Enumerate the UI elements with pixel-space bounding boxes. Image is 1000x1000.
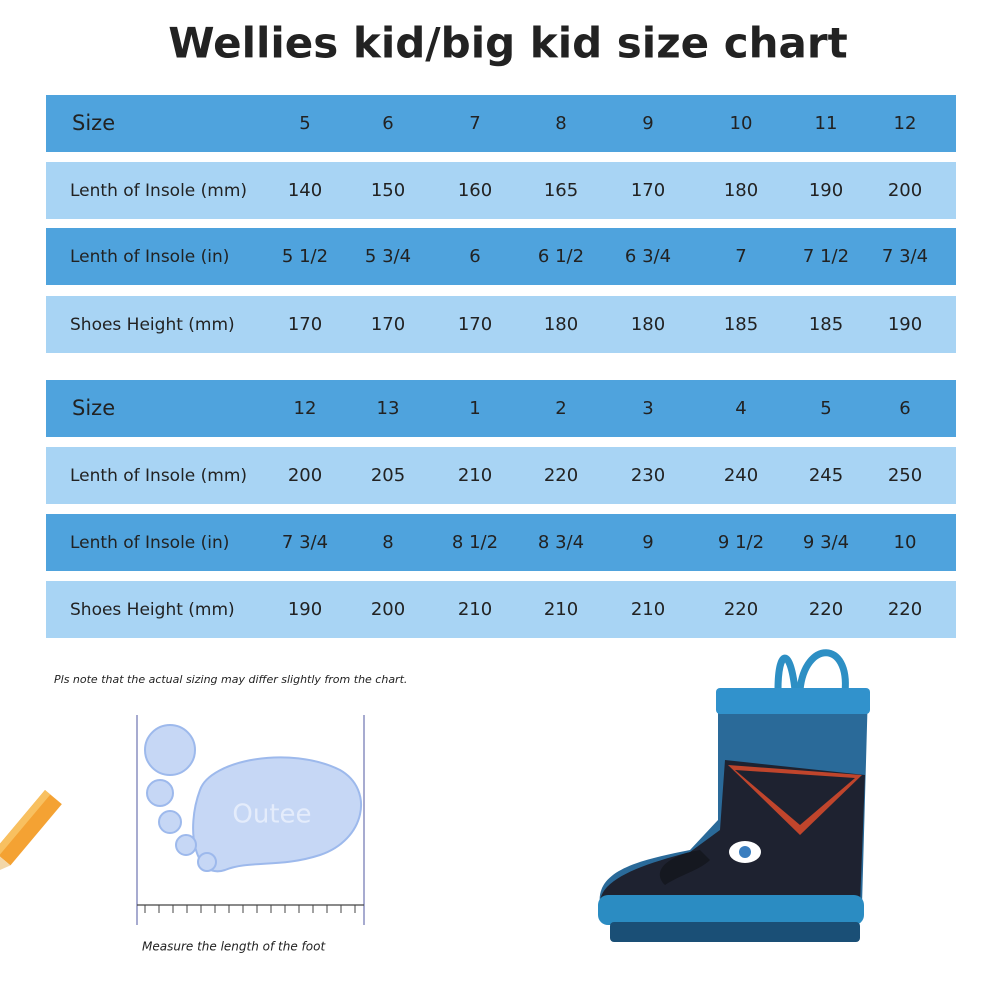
table-row xyxy=(46,162,956,219)
cell: 7 xyxy=(735,246,746,267)
row-label: Size xyxy=(72,396,115,420)
cell: 220 xyxy=(544,465,578,486)
table-row xyxy=(46,296,956,353)
title: Wellies kid/big kid size chart xyxy=(168,19,847,68)
cell: 4 xyxy=(735,398,746,419)
table-row xyxy=(46,447,956,504)
row-label: Size xyxy=(72,111,115,135)
row-label: Lenth of Insole (in) xyxy=(70,247,229,267)
cell: 205 xyxy=(371,465,405,486)
row-label: Shoes Height (mm) xyxy=(70,600,235,620)
cell: 245 xyxy=(809,465,843,486)
cell: 7 3/4 xyxy=(882,246,928,267)
cell: 185 xyxy=(809,314,843,335)
table-row xyxy=(46,228,956,285)
cell: 9 1/2 xyxy=(718,532,764,553)
cell: 160 xyxy=(458,180,492,201)
cell: 220 xyxy=(888,599,922,620)
table-row xyxy=(46,581,956,638)
cell: 180 xyxy=(544,314,578,335)
cell: 210 xyxy=(544,599,578,620)
cell: 9 xyxy=(642,113,653,134)
cell: 8 3/4 xyxy=(538,532,584,553)
table-row xyxy=(46,514,956,571)
cell: 12 xyxy=(894,113,917,134)
cell: 180 xyxy=(724,180,758,201)
cell: 2 xyxy=(555,398,566,419)
cell: 6 xyxy=(899,398,910,419)
cell: 200 xyxy=(288,465,322,486)
cell: 5 xyxy=(299,113,310,134)
cell: 250 xyxy=(888,465,922,486)
cell: 220 xyxy=(724,599,758,620)
row-label: Lenth of Insole (mm) xyxy=(70,466,247,486)
cell: 7 3/4 xyxy=(282,532,328,553)
cell: 5 xyxy=(820,398,831,419)
cell: 210 xyxy=(458,599,492,620)
cell: 210 xyxy=(631,599,665,620)
cell: 230 xyxy=(631,465,665,486)
cell: 6 1/2 xyxy=(538,246,584,267)
cell: 165 xyxy=(544,180,578,201)
cell: 7 1/2 xyxy=(803,246,849,267)
watermark: Outee xyxy=(232,800,311,830)
cell: 6 xyxy=(469,246,480,267)
cell: 170 xyxy=(371,314,405,335)
cell: 10 xyxy=(894,532,917,553)
row-label: Lenth of Insole (mm) xyxy=(70,181,247,201)
cell: 170 xyxy=(288,314,322,335)
cell: 9 xyxy=(642,532,653,553)
cell: 220 xyxy=(809,599,843,620)
cell: 9 3/4 xyxy=(803,532,849,553)
cell: 8 xyxy=(555,113,566,134)
cell: 7 xyxy=(469,113,480,134)
cell: 190 xyxy=(888,314,922,335)
cell: 185 xyxy=(724,314,758,335)
row-label: Lenth of Insole (in) xyxy=(70,533,229,553)
cell: 180 xyxy=(631,314,665,335)
foot-illustration: Outee xyxy=(0,715,365,925)
cell: 170 xyxy=(631,180,665,201)
boot-illustration xyxy=(598,649,870,942)
row-label: Shoes Height (mm) xyxy=(70,315,235,335)
cell: 5 3/4 xyxy=(365,246,411,267)
cell: 200 xyxy=(371,599,405,620)
cell: 210 xyxy=(458,465,492,486)
cell: 6 xyxy=(382,113,393,134)
cell: 10 xyxy=(730,113,753,134)
cell: 1 xyxy=(469,398,480,419)
cell: 6 3/4 xyxy=(625,246,671,267)
cell: 5 1/2 xyxy=(282,246,328,267)
cell: 170 xyxy=(458,314,492,335)
cell: 140 xyxy=(288,180,322,201)
cell: 3 xyxy=(642,398,653,419)
cell: 200 xyxy=(888,180,922,201)
cell: 190 xyxy=(809,180,843,201)
cell: 12 xyxy=(294,398,317,419)
cell: 13 xyxy=(377,398,400,419)
cell: 11 xyxy=(815,113,838,134)
table-row xyxy=(46,380,956,437)
cell: 8 1/2 xyxy=(452,532,498,553)
cell: 8 xyxy=(382,532,393,553)
cell: 150 xyxy=(371,180,405,201)
caption: Measure the length of the foot xyxy=(142,940,326,954)
note: Pls note that the actual sizing may diff… xyxy=(54,673,407,686)
table-row xyxy=(46,95,956,152)
cell: 190 xyxy=(288,599,322,620)
cell: 240 xyxy=(724,465,758,486)
